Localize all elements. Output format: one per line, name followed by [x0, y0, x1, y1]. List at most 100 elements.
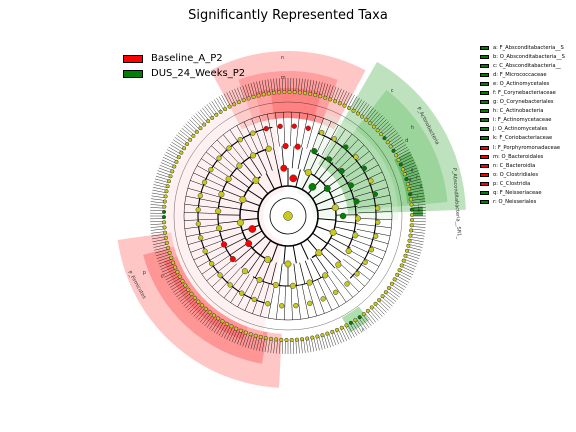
branch-radial: [356, 195, 390, 203]
taxa-swatch: [480, 54, 489, 59]
taxa-swatch: [480, 81, 489, 86]
leaf-tick: [199, 109, 210, 121]
taxa-swatch: [480, 136, 489, 141]
branch-radial: [308, 152, 320, 174]
branch-radial: [216, 139, 241, 165]
taxa-legend-item-f: f: F_Corynebacteriaceae: [480, 88, 576, 97]
branch-radial: [256, 152, 268, 174]
branch-radial: [277, 168, 283, 187]
leaf-node: [173, 265, 178, 270]
leaf-node: [253, 333, 258, 338]
taxa-swatch: [480, 172, 489, 177]
internal-node: [338, 167, 345, 175]
leaf-tick: [150, 204, 165, 206]
internal-node: [280, 164, 288, 172]
leaf-tick: [247, 83, 253, 98]
leaf-node: [284, 337, 289, 343]
branch-radial: [299, 262, 306, 285]
leaf-tick: [321, 83, 326, 97]
branch-radial: [335, 267, 360, 293]
legend-label: DUS_24_Weeks_P2: [151, 68, 246, 79]
internal-node: [307, 300, 313, 306]
clade-letter-g: g: [411, 167, 414, 172]
leaf-node: [271, 90, 277, 95]
phylum-node-bacteroidetes: [289, 174, 298, 183]
leaf-tick: [164, 154, 178, 162]
leaf-tick: [221, 324, 229, 338]
branch-radial: [346, 254, 375, 274]
leaf-tick: [172, 139, 185, 148]
leaf-tick: [409, 241, 424, 245]
leaf-tick: [406, 175, 421, 181]
leaf-tick: [402, 263, 416, 270]
leaf-tick: [408, 181, 422, 186]
leaf-tick: [366, 311, 377, 323]
leaf-tick: [366, 109, 377, 121]
internal-node: [201, 179, 208, 185]
leaf-node: [223, 107, 228, 112]
leaf-tick: [398, 270, 412, 278]
internal-node: [241, 268, 248, 275]
branch-radial: [339, 263, 365, 287]
leaf-tick: [155, 175, 170, 181]
leaf-node: [394, 153, 399, 158]
branch-radial: [295, 169, 301, 188]
branch-radial: [321, 124, 339, 155]
branch-radial: [281, 146, 285, 169]
leaf-tick: [174, 137, 187, 146]
branch-radial: [247, 189, 264, 201]
phylum-node-actinobacteria: [308, 183, 317, 191]
leaf-tick: [358, 102, 367, 115]
leaf-node: [171, 260, 176, 265]
branch-radial: [251, 118, 264, 151]
leaf-tick: [308, 79, 312, 94]
branch-radial: [254, 258, 266, 278]
branch-radial: [331, 270, 353, 298]
branch-radial: [327, 242, 347, 256]
leaf-tick: [270, 338, 273, 353]
leaf-tick: [333, 87, 339, 101]
leaf-tick: [340, 328, 347, 341]
leaf-node: [404, 177, 409, 182]
legend-label: Baseline_A_P2: [151, 53, 223, 64]
leaf-tick: [216, 321, 224, 335]
branch-radial: [196, 165, 227, 183]
internal-node: [306, 279, 313, 286]
leaf-tick: [305, 79, 309, 94]
leaf-tick: [213, 320, 222, 333]
taxa-swatch: [480, 154, 489, 159]
branch-radial: [236, 168, 254, 184]
taxa-swatch: [480, 145, 489, 150]
leaf-tick: [400, 157, 413, 164]
leaf-tick: [183, 125, 195, 136]
branch-radial: [326, 174, 345, 189]
branch-radial: [292, 245, 297, 264]
branch-radial: [267, 284, 275, 319]
leaf-tick: [187, 121, 198, 132]
leaf-tick: [159, 165, 173, 171]
branch-radial: [301, 173, 311, 190]
leaf-node: [409, 212, 415, 217]
leaf-tick: [179, 292, 191, 302]
leaf-node: [198, 126, 203, 131]
branch-radial: [270, 262, 277, 285]
branch-radial: [326, 273, 347, 303]
branch-radial: [291, 146, 295, 169]
leaf-tick: [261, 337, 265, 352]
leaf-tick: [211, 100, 220, 113]
leaf-tick: [292, 339, 294, 354]
leaf-node: [391, 148, 396, 153]
branch-radial: [223, 271, 246, 299]
branch-radial: [237, 277, 255, 308]
leaf-tick: [193, 306, 204, 317]
leaf-node: [353, 318, 358, 323]
leaf-tick: [279, 339, 281, 354]
leaf-tick: [282, 78, 284, 93]
leaf-tick: [342, 92, 350, 106]
leaf-tick: [400, 268, 413, 275]
taxa-label: f: F_Corynebacteriaceae: [493, 90, 556, 97]
leaf-node: [320, 333, 325, 338]
branch-radial: [234, 247, 253, 263]
leaf-node: [369, 305, 374, 310]
internal-node: [361, 165, 367, 171]
